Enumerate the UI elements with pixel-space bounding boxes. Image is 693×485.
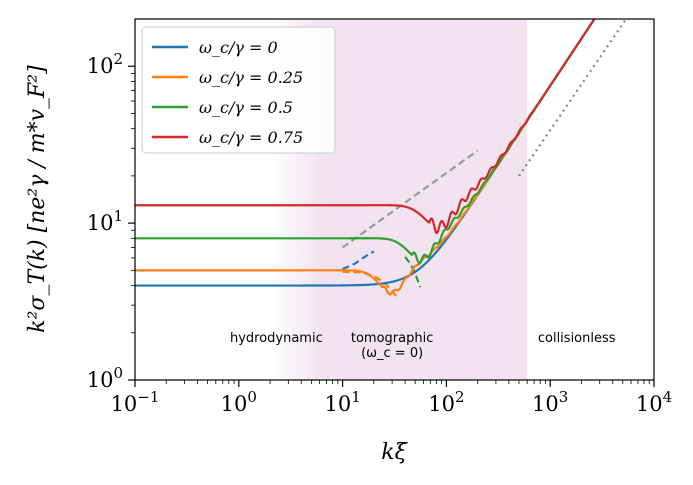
y-tick-label: 100 (87, 364, 123, 392)
curves (135, 19, 628, 298)
tomographic-asymptote (341, 149, 479, 249)
hydro-asymptote-0.5 (404, 256, 422, 288)
collisionless-asymptote (518, 19, 628, 177)
x-tick-label: 104 (636, 388, 672, 416)
x-tick-label: 101 (324, 388, 360, 416)
legend-label: ω_c/γ = 0.75 (199, 128, 303, 147)
y-tick-label: 101 (87, 207, 123, 235)
region-label: collisionless (538, 331, 616, 346)
x-tick-label: 103 (532, 388, 568, 416)
x-axis-label: kξ (381, 440, 408, 465)
legend-box (141, 26, 336, 154)
y-axis-label: k²σ_T(k) [ne²γ / m*v_F²] (25, 65, 50, 333)
legend-label: ω_c/γ = 0.25 (199, 68, 303, 87)
hydro-asymptote-0 (342, 250, 375, 270)
y-tick-label: 102 (87, 50, 123, 78)
x-tick-label: 10−1 (111, 388, 160, 416)
series-line (135, 19, 596, 235)
region-label: hydrodynamic (230, 331, 323, 346)
x-tick-label: 102 (428, 388, 464, 416)
region-label: (ω_c = 0) (361, 346, 423, 361)
plot-frame (134, 18, 655, 381)
legend: ω_c/γ = 0 ω_c/γ = 0.25 ω_c/γ = 0.5 ω_c/γ = … (141, 26, 336, 154)
region-label: tomographic (351, 331, 433, 346)
legend-label: ω_c/γ = 0.5 (199, 98, 293, 117)
legend-label: ω_c/γ = 0 (199, 38, 278, 57)
region-labels: hydrodynamic tomographic(ω_c = 0) collisio… (230, 331, 616, 361)
x-tick-label: 100 (221, 388, 257, 416)
